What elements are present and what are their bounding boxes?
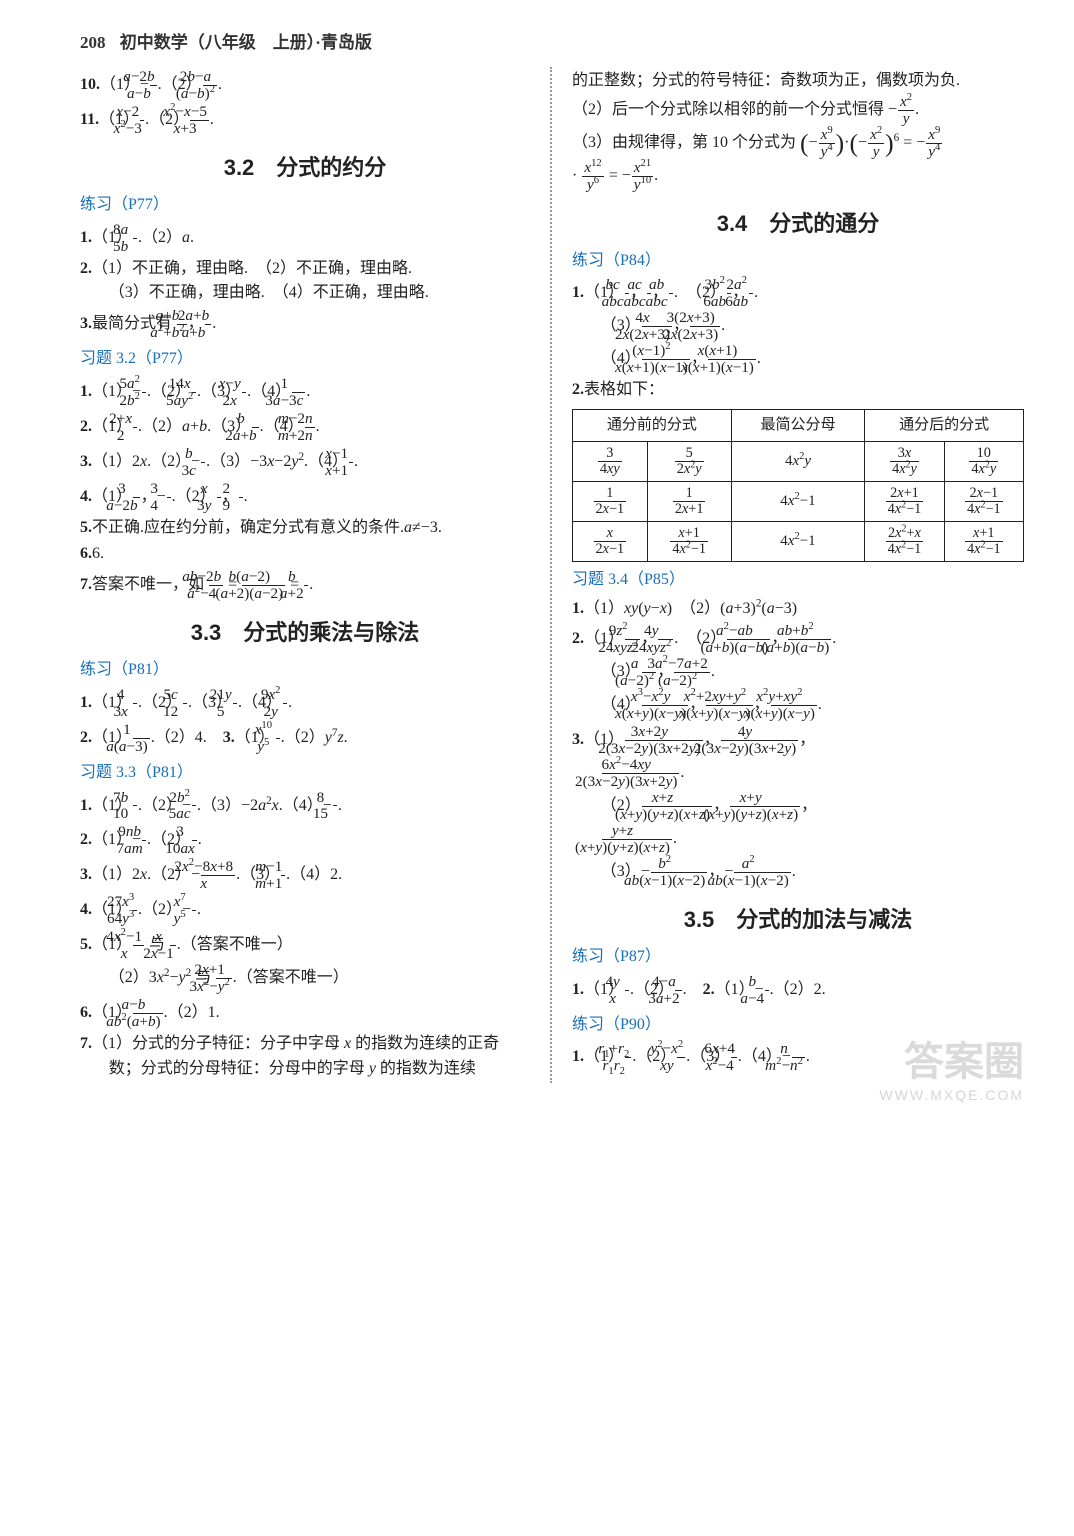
answer-item: 2.（1）不正确，理由略. （2）不正确，理由略.（3）不正确，理由略. （4）…	[80, 257, 530, 307]
table-cell: 2x2+x4x2−1	[865, 521, 944, 561]
answer-item: 2.（1）1a(a−3).（2）4. 3.（1）x10y5.（2）y7z.	[80, 722, 530, 755]
table-cell: 12x−1	[573, 482, 648, 522]
page: 208 初中数学（八年级 上册）·青岛版 10.（1）−a−2ba−b.（2）2…	[0, 0, 1074, 1123]
table-cell: x+14x2−1	[944, 521, 1023, 561]
answer-item: 4.（1）27x364y3.（2）−x7y5.	[80, 894, 530, 927]
watermark-url: WWW.MXQE.COM	[879, 1087, 1024, 1103]
answer-item: 1.（1）8a5b.（2）a.	[80, 222, 530, 255]
xiti-3-2: 习题 3.2（P77）	[80, 347, 530, 372]
answer-item: 5.不正确.应在约分前，确定分式有意义的条件.a≠−3.	[80, 516, 530, 541]
answer-item: 2.（1）9z224xyz2，4y24xyz2. （2）a2−ab(a+b)(a…	[572, 623, 1024, 722]
answer-item: 5.（1）4x2−1x 与 x2x−1.（答案不唯一）（2）3x2−y2 与 2…	[80, 929, 530, 995]
table-body: 34xy52x2y4x2y3x4x2y104x2y12x−112x+14x2−1…	[573, 442, 1024, 562]
answer-item: 3.（1）2x.（2）−b3c.（3）−3x−2y2.（4）x−1x+1.	[80, 446, 530, 479]
book-title: 初中数学（八年级 上册）·青岛版	[120, 33, 372, 52]
table-cell: 52x2y	[647, 442, 731, 482]
continuation: 的正整数；分式的符号特征：奇数项为正，偶数项为负.（2）后一个分式除以相邻的前一…	[572, 69, 1024, 193]
table-cell: 3x4x2y	[865, 442, 944, 482]
answer-item: 6.（1）a−bab2(a+b).（2）1.	[80, 997, 530, 1030]
table-cell: x2x−1	[573, 521, 648, 561]
practice-p90: 练习（P90）	[572, 1013, 1024, 1038]
practice-p77: 练习（P77）	[80, 193, 530, 218]
section-3-5-title: 3.5 分式的加法与减法	[572, 903, 1024, 937]
answer-item: 2.（1）−9nb7am.（2）310ax.	[80, 824, 530, 857]
pre-items: 10.（1）−a−2ba−b.（2）2b−a(a−b)2.11.（1）x−2x2…	[80, 69, 530, 137]
table-row: x2x−1x+14x2−14x2−12x2+x4x2−1x+14x2−1	[573, 521, 1024, 561]
section-3-3-title: 3.3 分式的乘法与除法	[80, 616, 530, 650]
table-header-cell: 最简公分母	[731, 409, 865, 441]
answer-item: 3.（1）2x.（2）−2x2−8x+8x.（3）m−1m+1.（4）2.	[80, 859, 530, 892]
answer-item: 1.（1）7b10.（2）−2b25ac.（3）−2a2x.（4）−815.	[80, 790, 530, 823]
page-header: 208 初中数学（八年级 上册）·青岛版	[80, 28, 1024, 53]
s34-practice: 1.（1）bcabc，acabc，ababc. （2）3b26ab，2a26ab…	[572, 277, 1024, 403]
s34-table: 通分前的分式最简公分母通分后的分式 34xy52x2y4x2y3x4x2y104…	[572, 409, 1024, 562]
table-row: 12x−112x+14x2−12x+14x2−12x−14x2−1	[573, 482, 1024, 522]
table-header-cell: 通分前的分式	[573, 409, 732, 441]
table-cell: 2x−14x2−1	[944, 482, 1023, 522]
table-header-row: 通分前的分式最简公分母通分后的分式	[573, 409, 1024, 441]
answer-item: 2.表格如下：	[572, 378, 1024, 403]
section-3-4-title: 3.4 分式的通分	[572, 207, 1024, 241]
table-cell: x+14x2−1	[647, 521, 731, 561]
s35-practice2: 1.（1）r1+r2r1r2.（2）y2−x2xy.（3）6x+4x2−4.（4…	[572, 1041, 1024, 1074]
answer-item: 1.（1）r1+r2r1r2.（2）y2−x2xy.（3）6x+4x2−4.（4…	[572, 1041, 1024, 1074]
practice-p84: 练习（P84）	[572, 249, 1024, 274]
answer-item: 6.6.	[80, 542, 530, 567]
answer-item: 7.（1）分式的分子特征：分子中字母 x 的指数为连续的正奇数；分式的分母特征：…	[80, 1032, 530, 1082]
table-cell: 4x2−1	[731, 482, 865, 522]
table-cell: 4x2y	[731, 442, 865, 482]
answer-item: 1.（1）xy(y−x) （2）(a+3)2(a−3)	[572, 597, 1024, 622]
answer-item: 2.（1）2+x2.（2）a+b.（3）b2a+b.（4）m−2nm+2n.	[80, 411, 530, 444]
answer-item: 3.最简分式有 a+ba2+b2，2a+ba+b.	[80, 308, 530, 341]
answer-item: 4.（1）3a−2b，−34.（2）x3y，29.	[80, 481, 530, 514]
answer-item: 1.（1）43x.（2）5c12.（3）21y5.（4）9x22y.	[80, 687, 530, 720]
practice-p87: 练习（P87）	[572, 945, 1024, 970]
s35-practice: 1.（1）4yx.（2）4−a3a+2. 2.（1）−ba−4.（2）2.	[572, 974, 1024, 1007]
left-column: 10.（1）−a−2ba−b.（2）2b−a(a−b)2.11.（1）x−2x2…	[80, 67, 552, 1083]
answer-item: 7.答案不唯一，如 ab−2ba2−4 = b(a−2)(a+2)(a−2) =…	[80, 569, 530, 602]
table-cell: 104x2y	[944, 442, 1023, 482]
columns: 10.（1）−a−2ba−b.（2）2b−a(a−b)2.11.（1）x−2x2…	[80, 67, 1024, 1083]
page-number: 208	[80, 33, 106, 52]
s34-xiti: 1.（1）xy(y−x) （2）(a+3)2(a−3)2.（1）9z224xyz…	[572, 597, 1024, 889]
s32-xiti: 1.（1）−5a22b2.（2）14x5ay2.（3）x−y2x.（4）13a−…	[80, 376, 530, 602]
answer-item: 11.（1）x−2x2−3.（2）x2−x−5x+3.	[80, 104, 530, 137]
answer-item: 3.（1）3x+2y2(3x−2y)(3x+2y)，4y2(3x−2y)(3x+…	[572, 724, 1024, 889]
table-cell: 2x+14x2−1	[865, 482, 944, 522]
table-cell: 4x2−1	[731, 521, 865, 561]
table-row: 34xy52x2y4x2y3x4x2y104x2y	[573, 442, 1024, 482]
s33-practice: 1.（1）43x.（2）5c12.（3）21y5.（4）9x22y.2.（1）1…	[80, 687, 530, 755]
answer-item: 1.（1）bcabc，acabc，ababc. （2）3b26ab，2a26ab…	[572, 277, 1024, 376]
xiti-3-3: 习题 3.3（P81）	[80, 761, 530, 786]
answer-item: 1.（1）−5a22b2.（2）14x5ay2.（3）x−y2x.（4）13a−…	[80, 376, 530, 409]
section-3-2-title: 3.2 分式的约分	[80, 151, 530, 185]
right-column: 的正整数；分式的符号特征：奇数项为正，偶数项为负.（2）后一个分式除以相邻的前一…	[552, 67, 1024, 1083]
table-cell: 12x+1	[647, 482, 731, 522]
table-cell: 34xy	[573, 442, 648, 482]
s33-xiti: 1.（1）7b10.（2）−2b25ac.（3）−2a2x.（4）−815.2.…	[80, 790, 530, 1082]
s32-practice: 1.（1）8a5b.（2）a.2.（1）不正确，理由略. （2）不正确，理由略.…	[80, 222, 530, 341]
practice-p81: 练习（P81）	[80, 658, 530, 683]
table-header-cell: 通分后的分式	[865, 409, 1024, 441]
answer-item: 1.（1）4yx.（2）4−a3a+2. 2.（1）−ba−4.（2）2.	[572, 974, 1024, 1007]
xiti-3-4: 习题 3.4（P85）	[572, 568, 1024, 593]
answer-item: 10.（1）−a−2ba−b.（2）2b−a(a−b)2.	[80, 69, 530, 102]
